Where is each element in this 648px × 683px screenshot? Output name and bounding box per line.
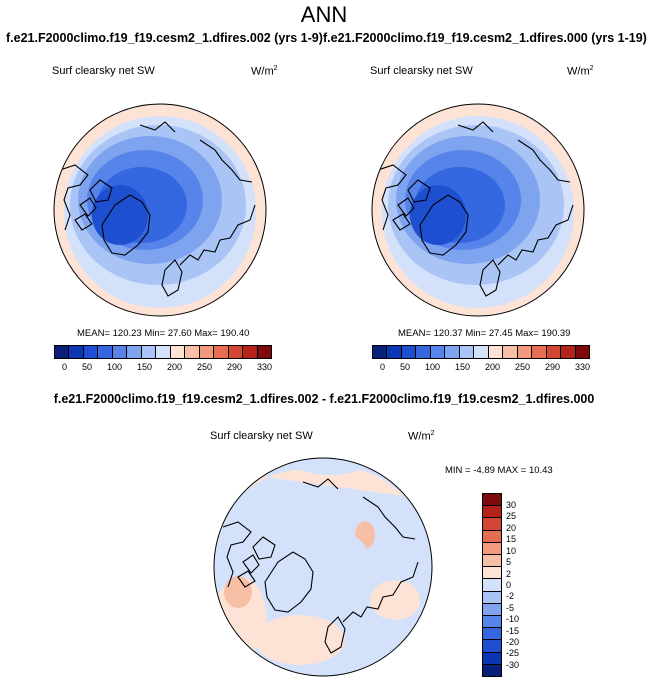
- cbar-swatch: [561, 346, 576, 358]
- cbar-swatch: [445, 346, 460, 358]
- cbar-swatch: [483, 591, 501, 604]
- cbar-swatch: [483, 530, 501, 543]
- left-panel-units: W/m2: [251, 65, 278, 78]
- right-panel-units: W/m2: [567, 65, 594, 78]
- cbar-swatch: [141, 346, 157, 358]
- cbar-swatch: [170, 346, 186, 358]
- right-panel-stats: MEAN= 120.37 Min= 27.45 Max= 190.39: [398, 328, 571, 339]
- cbar-swatch: [69, 346, 84, 358]
- cbar-swatch: [401, 346, 417, 358]
- right-panel-variable: Surf clearsky net SW: [370, 65, 473, 77]
- cbar-swatch: [185, 346, 200, 358]
- diff-panel-stats: MIN = -4.89 MAX = 10.43: [445, 465, 553, 476]
- right-colorbar-ticks: 0 50 100 150 200 250 290 330: [380, 362, 590, 372]
- cbar-swatch: [483, 616, 501, 629]
- cbar-swatch: [55, 346, 70, 358]
- cbar-swatch: [483, 579, 501, 592]
- cbar-swatch: [214, 346, 229, 358]
- cbar-swatch: [483, 506, 501, 519]
- cbar-swatch: [483, 518, 501, 531]
- diff-panel-variable: Surf clearsky net SW: [210, 430, 313, 442]
- cbar-swatch: [483, 652, 501, 665]
- cbar-swatch: [430, 346, 446, 358]
- cbar-swatch: [483, 628, 501, 641]
- cbar-swatch: [483, 555, 501, 568]
- cbar-swatch: [112, 346, 128, 358]
- cbar-swatch: [228, 346, 244, 358]
- cbar-swatch: [127, 346, 142, 358]
- diff-title: f.e21.F2000climo.f19_f19.cesm2_1.dfires.…: [53, 392, 595, 406]
- cbar-swatch: [98, 346, 113, 358]
- cbar-swatch: [459, 346, 475, 358]
- diff-colorbar: [482, 493, 502, 677]
- cbar-swatch: [156, 346, 171, 358]
- left-panel-variable: Surf clearsky net SW: [52, 65, 155, 77]
- right-run-title: f.e21.F2000climo.f19_f19.cesm2_1.dfires.…: [323, 31, 647, 45]
- cbar-swatch: [483, 603, 501, 617]
- cbar-swatch: [199, 346, 215, 358]
- cbar-swatch: [488, 346, 504, 358]
- cbar-swatch: [257, 346, 272, 358]
- cbar-swatch: [517, 346, 533, 358]
- cbar-swatch: [373, 346, 388, 358]
- left-colorbar-ticks: 0 50 100 150 200 250 290 330: [62, 362, 272, 372]
- left-panel-stats: MEAN= 120.23 Min= 27.60 Max= 190.40: [77, 328, 250, 339]
- diff-colorbar-ticks: 30 25 20 15 10 5 2 0 -2 -5 -10 -15 -20 -25 -30: [506, 500, 520, 670]
- cbar-swatch: [575, 346, 590, 358]
- right-colorbar: [372, 345, 590, 359]
- left-run-title: f.e21.F2000climo.f19_f19.cesm2_1.dfires.…: [6, 31, 323, 45]
- cbar-swatch: [83, 346, 99, 358]
- cbar-swatch: [474, 346, 489, 358]
- cbar-swatch: [387, 346, 402, 358]
- cbar-swatch: [483, 542, 501, 556]
- left-colorbar: [54, 345, 272, 359]
- cbar-swatch: [532, 346, 547, 358]
- cbar-swatch: [483, 664, 501, 677]
- page-title: ANN: [300, 2, 348, 27]
- cbar-swatch: [483, 494, 501, 507]
- cbar-swatch: [503, 346, 518, 358]
- cbar-swatch: [546, 346, 562, 358]
- cbar-swatch: [416, 346, 431, 358]
- diff-panel-units: W/m2: [408, 430, 435, 443]
- cbar-swatch: [483, 567, 501, 580]
- cbar-swatch: [483, 640, 501, 653]
- cbar-swatch: [243, 346, 258, 358]
